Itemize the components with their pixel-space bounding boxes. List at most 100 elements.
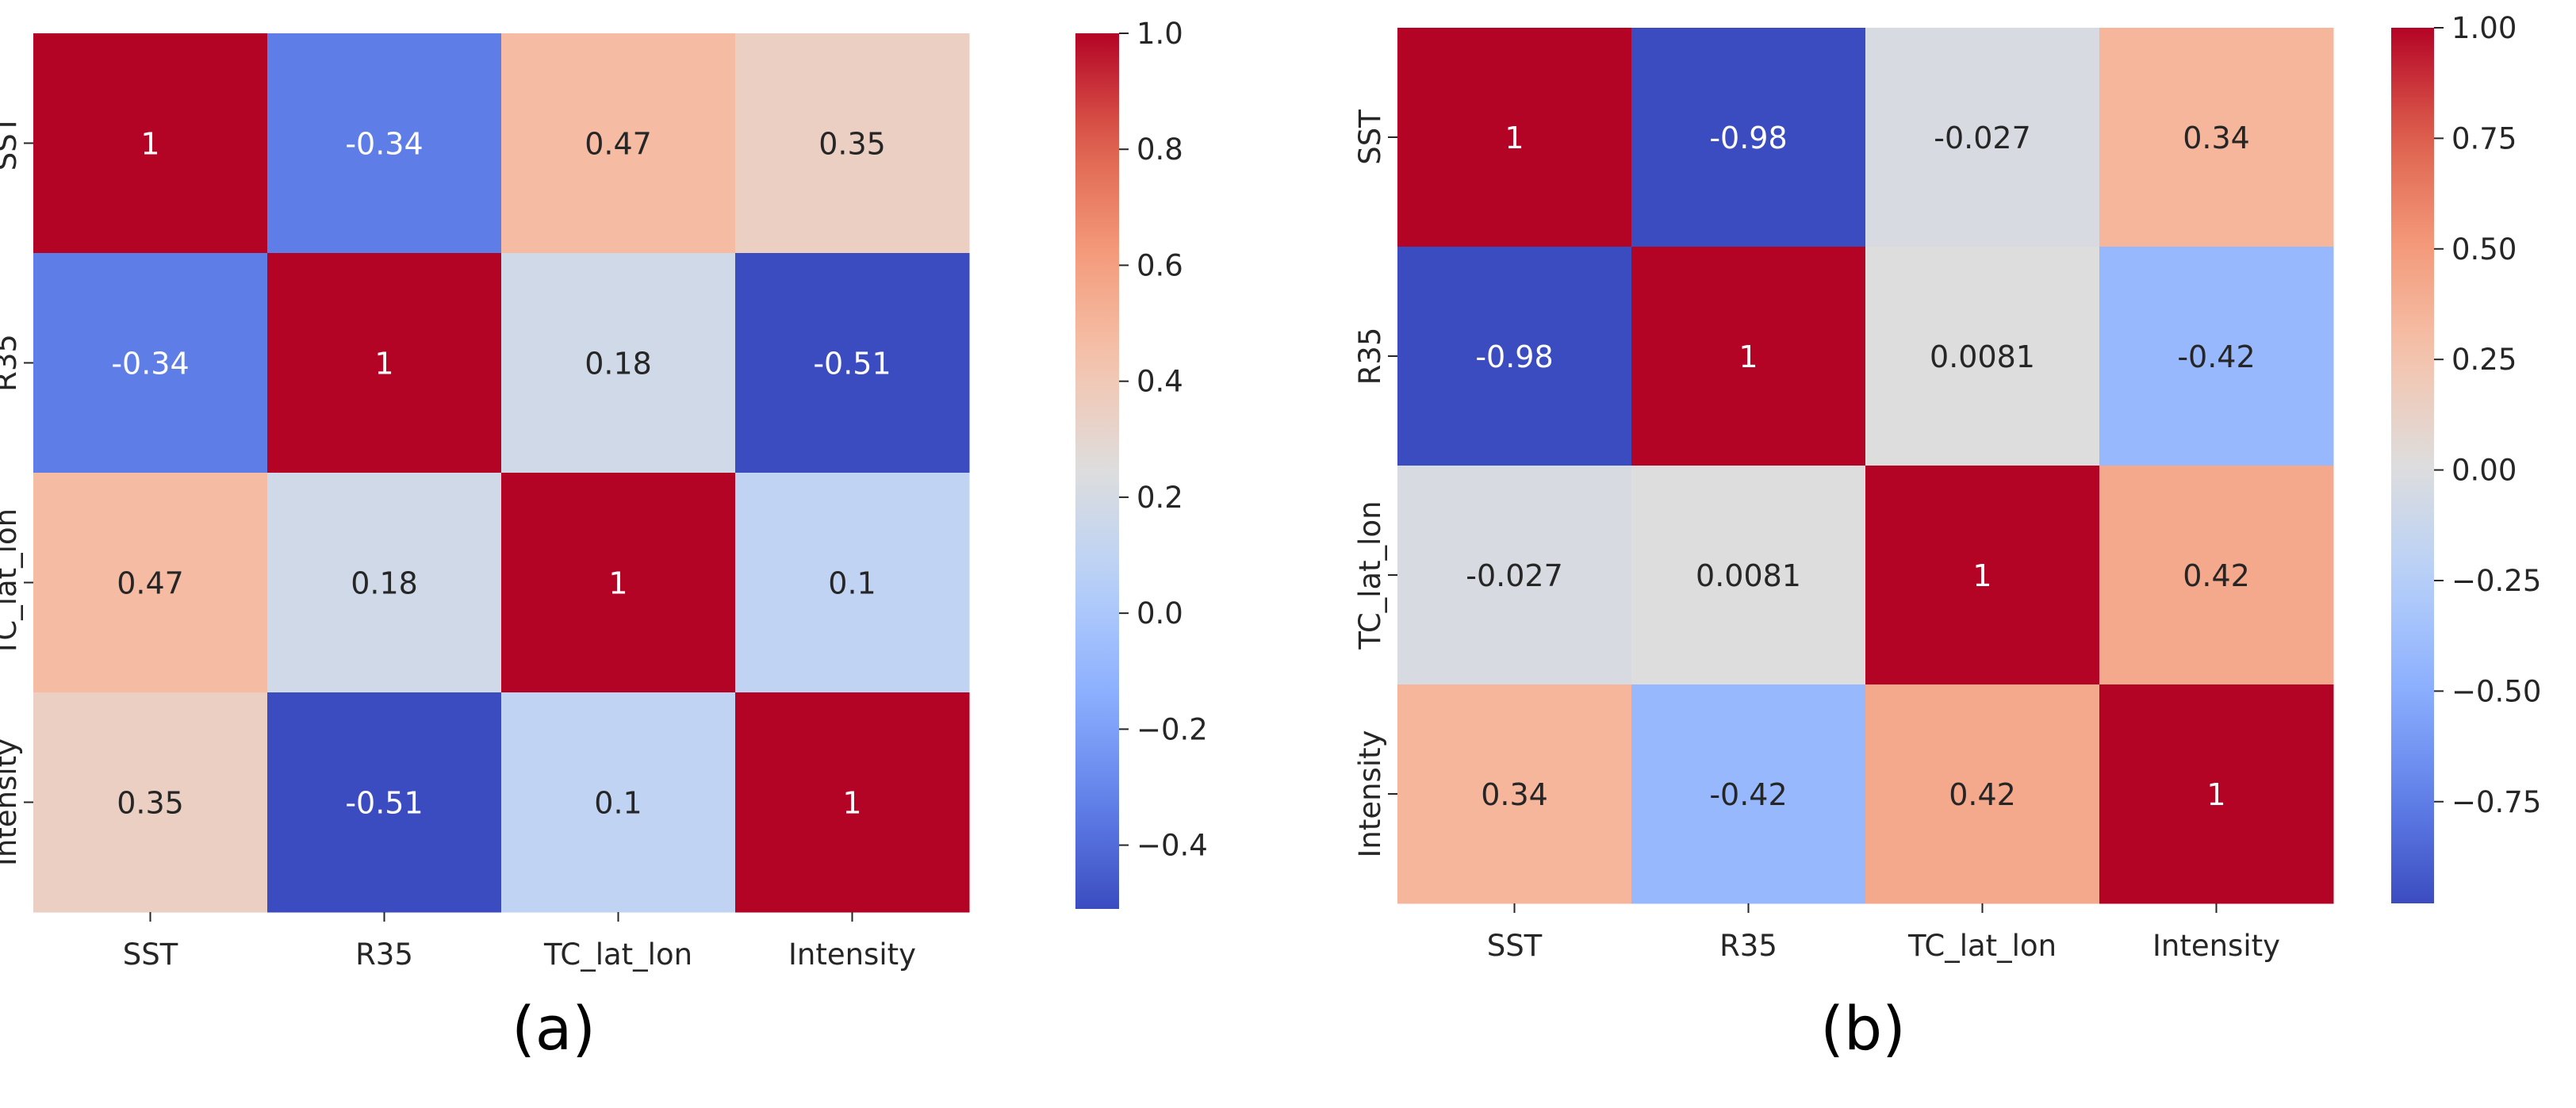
heatmap-cell-r35-sst xyxy=(33,253,268,473)
colorbar xyxy=(1075,33,1119,909)
cell-annotation: 1 xyxy=(140,127,159,162)
heatmap-cell-tc-lat-lon-tc-lat-lon xyxy=(1865,466,2100,685)
y-tick-label-sst: SST xyxy=(1353,109,1387,165)
cell-annotation: 1 xyxy=(842,786,861,821)
heatmap-panel-a: 1 -0.34 0.47 0.35 -0.34 1 0.18 -0.51 0.47 0.18 1 0.… xyxy=(0,17,1208,1064)
heatmap-cell-intensity-sst xyxy=(33,692,268,913)
x-tick-label-sst: SST xyxy=(123,937,178,972)
x-tick-label-intensity: Intensity xyxy=(2152,929,2280,963)
cell-annotation: 0.1 xyxy=(594,786,642,821)
colorbar-tick-label: 0.8 xyxy=(1137,132,1183,167)
heatmap-cell-r35-intensity xyxy=(735,253,970,473)
heatmap-cell-intensity-r35 xyxy=(1631,684,1866,904)
heatmap-cell-sst-r35 xyxy=(267,33,502,254)
cell-annotation: -0.34 xyxy=(111,347,189,381)
cell-annotation: 1 xyxy=(1505,121,1524,155)
panel-label: (a) xyxy=(512,993,596,1064)
heatmap-cell-intensity-r35 xyxy=(267,692,502,913)
heatmap-cell-intensity-intensity xyxy=(735,692,970,913)
x-tick-label-tc-lat-lon: TC_lat_lon xyxy=(543,937,692,972)
cell-annotation: 0.35 xyxy=(117,786,184,821)
heatmap-cell-sst-tc-lat-lon xyxy=(1865,28,2100,247)
cell-annotation: 0.47 xyxy=(117,566,184,601)
heatmap-cell-r35-r35 xyxy=(267,253,502,473)
x-tick-label-sst: SST xyxy=(1487,929,1543,963)
cell-annotation: -0.027 xyxy=(1934,121,2031,155)
x-tick-label-tc-lat-lon: TC_lat_lon xyxy=(1907,929,2057,963)
heatmap-cell-tc-lat-lon-r35 xyxy=(267,473,502,693)
cell-annotation: -0.51 xyxy=(813,347,891,381)
cell-annotation: 1 xyxy=(2206,777,2225,812)
cell-annotation: 0.42 xyxy=(2183,558,2250,593)
cell-annotation: -0.98 xyxy=(1475,339,1553,374)
heatmap-cell-tc-lat-lon-tc-lat-lon xyxy=(501,473,736,693)
colorbar-tick-label: −0.50 xyxy=(2451,674,2541,708)
heatmap-cell-sst-sst xyxy=(1397,28,1632,247)
cell-annotation: 0.0081 xyxy=(1696,558,1801,593)
heatmap-panel-b: 1 -0.98 -0.027 0.34 -0.98 1 0.0081 -0.42 -0.027 0… xyxy=(1353,11,2541,1064)
x-tick-label-r35: R35 xyxy=(355,937,413,972)
heatmap-cell-intensity-intensity xyxy=(2099,684,2334,904)
y-tick-label-intensity: Intensity xyxy=(1353,730,1387,857)
cell-annotation: 1 xyxy=(1972,558,1991,593)
colorbar-tick-label: 0.2 xyxy=(1137,481,1183,515)
heatmap-cell-tc-lat-lon-r35 xyxy=(1631,466,1866,685)
cell-annotation: -0.34 xyxy=(345,127,423,162)
y-tick-label-intensity: Intensity xyxy=(0,738,23,866)
heatmap-cell-r35-intensity xyxy=(2099,247,2334,466)
heatmap-cell-intensity-tc-lat-lon xyxy=(1865,684,2100,904)
heatmap-cell-tc-lat-lon-intensity xyxy=(2099,466,2334,685)
cell-annotation: 0.47 xyxy=(585,127,652,162)
cell-annotation: 0.18 xyxy=(351,566,418,601)
cell-annotation: 0.18 xyxy=(585,347,652,381)
heatmap-cell-sst-r35 xyxy=(1631,28,1866,247)
cell-annotation: 0.1 xyxy=(828,566,876,601)
heatmap-cell-sst-tc-lat-lon xyxy=(501,33,736,254)
colorbar-tick-label: 0.00 xyxy=(2451,454,2517,488)
colorbar-tick-label: 0.6 xyxy=(1137,248,1183,282)
cell-annotation: -0.42 xyxy=(2177,339,2255,374)
cell-annotation: -0.42 xyxy=(1709,777,1787,812)
x-tick-label-intensity: Intensity xyxy=(788,937,916,972)
cell-annotation: 0.34 xyxy=(2183,121,2250,155)
x-tick-label-r35: R35 xyxy=(1719,929,1777,963)
heatmap-cell-sst-intensity xyxy=(2099,28,2334,247)
colorbar xyxy=(2391,28,2434,903)
heatmap-cell-sst-sst xyxy=(33,33,268,254)
y-tick-label-tc-lat-lon: TC_lat_lon xyxy=(1353,500,1387,650)
cell-annotation: 0.35 xyxy=(818,127,886,162)
colorbar-tick-label: 0.75 xyxy=(2451,121,2517,155)
heatmap-cell-r35-tc-lat-lon xyxy=(1865,247,2100,466)
colorbar-tick-label: 1.0 xyxy=(1137,17,1183,51)
heatmap-cell-intensity-tc-lat-lon xyxy=(501,692,736,913)
cell-annotation: -0.027 xyxy=(1466,558,1563,593)
cell-annotation: 0.42 xyxy=(1949,777,2016,812)
colorbar-tick-label: −0.2 xyxy=(1137,712,1208,746)
colorbar-tick-label: 0.0 xyxy=(1137,596,1183,631)
heatmap-cell-r35-sst xyxy=(1397,247,1632,466)
colorbar-tick-label: −0.25 xyxy=(2451,564,2541,598)
panel-label: (b) xyxy=(1820,993,1906,1064)
colorbar-tick-label: −0.4 xyxy=(1137,829,1208,863)
cell-annotation: -0.51 xyxy=(345,786,423,821)
heatmap-cell-tc-lat-lon-intensity xyxy=(735,473,970,693)
heatmap-cell-r35-r35 xyxy=(1631,247,1866,466)
heatmap-cell-tc-lat-lon-sst xyxy=(1397,466,1632,685)
colorbar-tick-label: 0.50 xyxy=(2451,232,2517,266)
cell-annotation: 1 xyxy=(608,566,627,601)
cell-annotation: 0.0081 xyxy=(1930,339,2035,374)
y-tick-label-sst: SST xyxy=(0,115,23,171)
heatmap-cell-sst-intensity xyxy=(735,33,970,254)
cell-annotation: -0.98 xyxy=(1709,121,1787,155)
y-tick-label-r35: R35 xyxy=(0,334,23,392)
heatmap-cell-r35-tc-lat-lon xyxy=(501,253,736,473)
colorbar-tick-label: 0.25 xyxy=(2451,343,2517,377)
cell-annotation: 1 xyxy=(374,347,393,381)
y-tick-label-r35: R35 xyxy=(1353,328,1387,385)
colorbar-tick-label: 1.00 xyxy=(2451,11,2517,45)
heatmap-cell-tc-lat-lon-sst xyxy=(33,473,268,693)
colorbar-tick-label: 0.4 xyxy=(1137,365,1183,399)
cell-annotation: 0.34 xyxy=(1481,777,1548,812)
heatmap-cell-intensity-sst xyxy=(1397,684,1632,904)
